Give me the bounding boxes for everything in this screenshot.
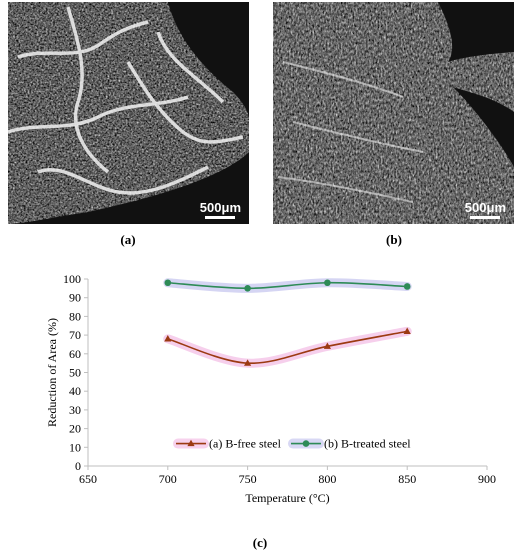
reduction-of-area-chart: 0 10 20 30 40 50 60 70 80 90 100 650 700 750 800 850 900… [45,272,496,505]
y-tick-label: 10 [69,440,81,454]
chart-axes [87,279,487,467]
panel-label-b: (b) [386,232,402,247]
x-tick-label: 700 [159,472,177,486]
y-tick-label: 0 [75,459,81,473]
x-tick-label: 650 [79,472,97,486]
data-point [403,327,411,334]
chart-series [163,278,412,368]
data-point [164,335,172,342]
legend-swatch-marker [187,439,195,447]
legend-item: (a) B-free steel [173,437,282,451]
y-tick-label: 60 [69,347,81,361]
y-tick-label: 30 [69,403,81,417]
x-axis-label: Temperature (°C) [245,491,329,505]
chart-tick-labels: 0 10 20 30 40 50 60 70 80 90 100 650 700 750 800 850 900 [63,272,496,486]
data-point [324,279,331,287]
y-tick-label: 70 [69,328,81,342]
series-line-glow [163,326,412,368]
data-point [244,285,251,292]
scale-text-a: 500μm [199,200,241,215]
y-tick-label: 50 [69,366,81,380]
scale-line-a [205,216,236,219]
legend-item: (b) B-treated steel [288,437,411,451]
panel-label-a: (a) [120,232,136,247]
micrograph-a-image [8,2,249,224]
y-tick-label: 90 [69,291,81,305]
x-tick-label: 900 [478,472,496,486]
series-b-treated-steel [163,278,412,293]
micrograph-b-image [273,2,514,224]
chart-legend: (a) B-free steel (b) B-treated steel [173,437,411,451]
y-tick-label: 40 [69,384,81,398]
series-line [167,330,408,364]
series-line [167,281,408,290]
legend-swatch-marker [302,440,310,447]
data-point [244,359,252,366]
x-tick-label: 750 [239,472,257,486]
panel-label-c: (c) [252,535,268,550]
y-tick-label: 20 [69,422,81,436]
y-axis-label: Reduction of Area (%) [45,318,59,427]
scale-bar-b: 500μm [465,201,506,219]
legend-label: (b) B-treated steel [324,437,411,451]
x-tick-label: 850 [398,472,416,486]
scale-bar-a: 500μm [200,201,241,219]
y-tick-label: 100 [63,272,81,286]
data-point [403,283,411,290]
legend-label: (a) B-free steel [209,437,282,451]
micrograph-a: 500μm [8,2,249,224]
scale-line-b [470,216,501,219]
y-tick-label: 80 [69,309,81,323]
series-b-free-steel [163,326,412,368]
data-point [164,279,172,287]
x-tick-label: 800 [318,472,336,486]
scale-text-b: 500μm [464,200,506,215]
data-point [323,342,331,349]
micrograph-b: 500μm [273,2,514,224]
